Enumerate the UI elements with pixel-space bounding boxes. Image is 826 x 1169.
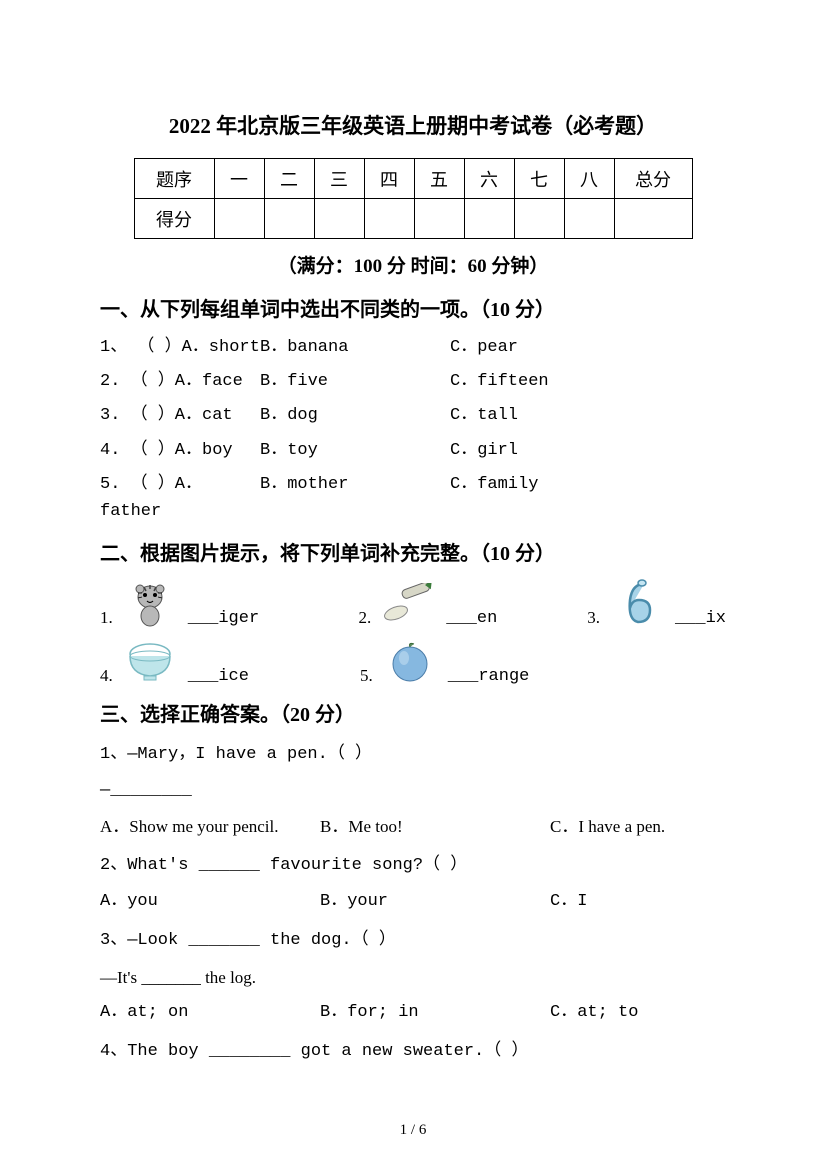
word-blank: ___iger	[188, 609, 259, 628]
fill-blank-item: 2. ___en	[359, 578, 588, 628]
option-b: B．five	[260, 368, 450, 395]
q-number: 5.	[360, 666, 373, 686]
header-cell: 二	[264, 159, 314, 199]
q-number: 4.	[100, 441, 120, 460]
fill-blank-item: 1. ___iger	[100, 578, 359, 628]
question-prompt: 1、—Mary，I have a pen.（ ）	[100, 739, 726, 771]
fill-blank-row: 4. ___ice 5. ___range	[100, 636, 726, 686]
option-c: C．pear	[450, 334, 726, 361]
question-item: 5. （ ）A．father B．mother C．family	[100, 471, 726, 525]
page-title: 2022 年北京版三年级英语上册期中考试卷（必考题）	[100, 110, 726, 140]
options-row: A．Show me your pencil. B．Me too! C．I hav…	[100, 812, 726, 843]
question-item: 1、 （ ）A．short B．banana C．pear	[100, 334, 726, 361]
header-cell: 题序	[134, 159, 214, 199]
option-a: A．at; on	[100, 998, 320, 1029]
option-a: A．Show me your pencil.	[100, 812, 320, 843]
word-blank: ___range	[448, 667, 530, 686]
header-cell: 四	[364, 159, 414, 199]
question-prompt: 2、What's ______ favourite song?（ ）	[100, 850, 726, 882]
options-row: A．you B．your C．I	[100, 887, 726, 918]
six-icon	[610, 578, 665, 628]
question-line: —________	[100, 775, 726, 807]
header-cell: 总分	[614, 159, 692, 199]
score-cell	[414, 199, 464, 239]
option-b: B．Me too!	[320, 812, 550, 843]
score-cell	[264, 199, 314, 239]
tiger-icon	[123, 578, 178, 628]
fill-blank-row: 1. ___iger 2. ___en	[100, 578, 726, 628]
header-cell: 七	[514, 159, 564, 199]
q-number: 5.	[100, 475, 120, 494]
score-cell	[614, 199, 692, 239]
option-a: （ ）A．boy	[131, 441, 233, 460]
option-c: C．girl	[450, 437, 726, 464]
score-cell	[564, 199, 614, 239]
score-cell	[314, 199, 364, 239]
table-row: 得分	[134, 199, 692, 239]
header-cell: 一	[214, 159, 264, 199]
question-prompt: 3、—Look _______ the dog.（ ）	[100, 925, 726, 957]
fill-blank-item: 3. ___ix	[587, 578, 726, 628]
fill-blank-item: 5. ___range	[360, 636, 590, 686]
page-number: 1 / 6	[0, 1122, 826, 1139]
q-number: 1.	[100, 608, 113, 628]
option-c: C．family	[450, 471, 726, 525]
options-row: A．at; on B．for; in C．at; to	[100, 998, 726, 1029]
option-b: B．for; in	[320, 998, 550, 1029]
score-label-cell: 得分	[134, 199, 214, 239]
option-a: A．you	[100, 887, 320, 918]
header-cell: 八	[564, 159, 614, 199]
score-cell	[364, 199, 414, 239]
option-b: B．mother	[260, 471, 450, 525]
orange-icon	[383, 636, 438, 686]
question-item: 4. （ ）A．boy B．toy C．girl	[100, 437, 726, 464]
q-number: 3.	[100, 406, 120, 425]
option-b: B．dog	[260, 402, 450, 429]
option-c: C．I have a pen.	[550, 812, 726, 843]
q-number: 4.	[100, 666, 113, 686]
q-number: 3.	[587, 608, 600, 628]
rice-icon	[123, 636, 178, 686]
question-prompt: 4、The boy ________ got a new sweater.（ ）	[100, 1036, 726, 1068]
section-3-header: 三、选择正确答案。（20 分）	[100, 698, 726, 727]
q-number: 1、	[100, 338, 127, 357]
exam-info: （满分：100 分 时间：60 分钟）	[100, 251, 726, 278]
word-blank: ___en	[446, 609, 497, 628]
word-blank: ___ix	[675, 609, 726, 628]
score-cell	[214, 199, 264, 239]
option-b: B．toy	[260, 437, 450, 464]
q-number: 2.	[100, 372, 120, 391]
word-blank: ___ice	[188, 667, 249, 686]
section-2-header: 二、根据图片提示，将下列单词补充完整。（10 分）	[100, 537, 726, 566]
score-cell	[464, 199, 514, 239]
header-cell: 六	[464, 159, 514, 199]
option-c: C．I	[550, 887, 726, 918]
q-number: 2.	[359, 608, 372, 628]
pen-icon	[381, 578, 436, 628]
header-cell: 五	[414, 159, 464, 199]
option-a: （ ）A．short	[137, 338, 259, 357]
option-a: （ ）A．face	[131, 372, 243, 391]
score-cell	[514, 199, 564, 239]
header-cell: 三	[314, 159, 364, 199]
option-a: （ ）A．cat	[131, 406, 233, 425]
option-c: C．at; to	[550, 998, 726, 1029]
question-line: —It's _______ the log.	[100, 962, 726, 994]
question-item: 3. （ ）A．cat B．dog C．tall	[100, 402, 726, 429]
option-b: B．your	[320, 887, 550, 918]
option-b: B．banana	[260, 334, 450, 361]
question-item: 2. （ ）A．face B．five C．fifteen	[100, 368, 726, 395]
option-c: C．tall	[450, 402, 726, 429]
table-row: 题序 一 二 三 四 五 六 七 八 总分	[134, 159, 692, 199]
fill-blank-item: 4. ___ice	[100, 636, 360, 686]
section-1-header: 一、从下列每组单词中选出不同类的一项。（10 分）	[100, 293, 726, 322]
option-c: C．fifteen	[450, 368, 726, 395]
score-table: 题序 一 二 三 四 五 六 七 八 总分 得分	[134, 158, 693, 239]
